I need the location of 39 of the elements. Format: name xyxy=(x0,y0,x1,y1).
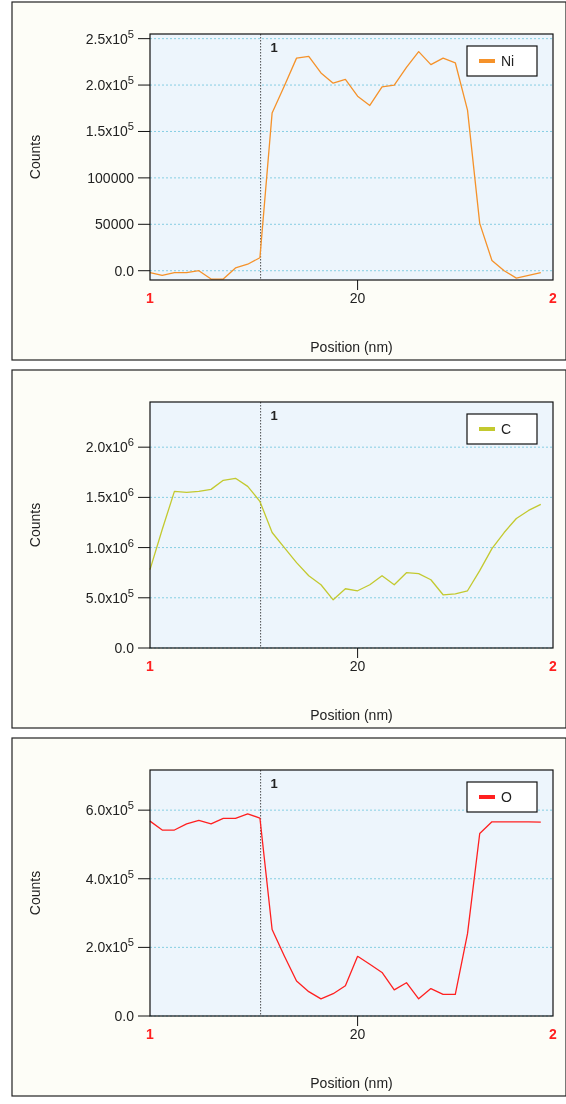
line-series xyxy=(149,477,542,601)
y-tick-label: 2.0x10$^{5}$ xyxy=(85,74,134,94)
y-axis-title: Counts xyxy=(27,502,43,548)
annotation: 1 xyxy=(270,776,278,791)
y-tick-label: 0.0 xyxy=(114,1008,135,1024)
annotation: 1 xyxy=(270,408,278,423)
y-tick-label: 6.0x10$^{5}$ xyxy=(85,799,134,819)
x-axis-title: Position (nm) xyxy=(310,1075,393,1091)
y-tick-label: 4.0x10$^{5}$ xyxy=(85,867,134,887)
x-tick-label: 2 xyxy=(549,1026,558,1042)
x-tick-label: 2 xyxy=(549,658,558,674)
x-axis-title: Position (nm) xyxy=(310,707,393,723)
y-tick-label: 1.5x10$^{5}$ xyxy=(85,120,134,140)
x-tick-label: 20 xyxy=(349,658,366,674)
y-axis-title: Counts xyxy=(27,870,43,916)
x-tick-label: 2 xyxy=(549,290,558,306)
x-tick-label: 1 xyxy=(146,658,155,674)
line-series xyxy=(149,50,542,280)
annotation: 1 xyxy=(270,40,278,55)
y-tick-label: 0.0 xyxy=(114,262,135,279)
y-tick-label: 5.0x10$^{5}$ xyxy=(85,586,134,606)
y-tick-label: 2.0x10$^{5}$ xyxy=(85,936,134,956)
x-tick-label: 1 xyxy=(146,290,155,306)
x-tick-label: 20 xyxy=(349,1026,366,1042)
y-tick-label: 1.0x10$^{6}$ xyxy=(85,536,134,556)
y-tick-label: 2.0x10$^{6}$ xyxy=(85,436,134,456)
y-tick-label: 1.5x10$^{6}$ xyxy=(85,486,134,506)
line-series xyxy=(149,813,542,1000)
legend-label: C xyxy=(501,421,512,437)
x-tick-label: 1 xyxy=(146,1026,155,1042)
x-axis-title: Position (nm) xyxy=(310,339,393,355)
x-tick-label: 20 xyxy=(349,290,366,306)
legend-label: Ni xyxy=(501,53,515,69)
y-tick-label: 2.5x10$^{5}$ xyxy=(85,27,134,47)
legend-label: O xyxy=(501,789,512,805)
y-tick-label: 100000 xyxy=(87,169,135,186)
y-tick-label: 0.0 xyxy=(114,640,135,656)
y-axis-title: Counts xyxy=(27,134,43,180)
y-tick-label: 50000 xyxy=(95,216,135,233)
